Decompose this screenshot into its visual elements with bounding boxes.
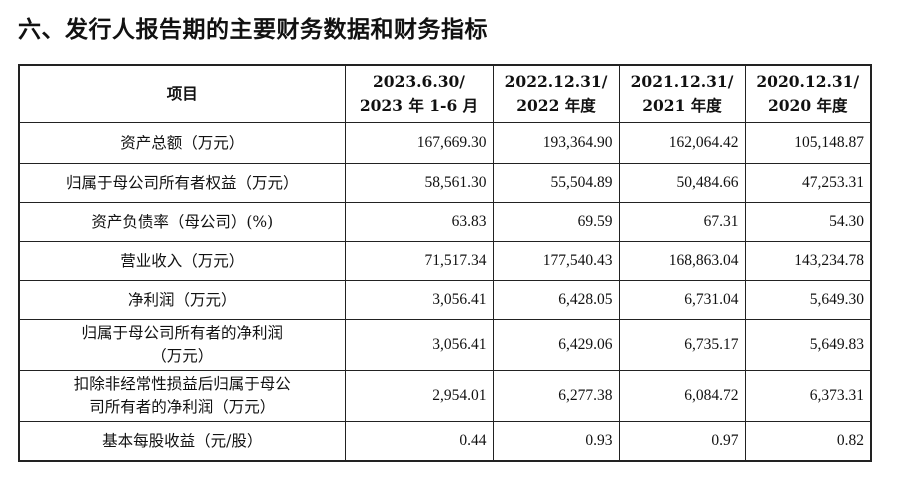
header-line: 2020 年度 xyxy=(767,96,848,115)
row-label-line: （万元） xyxy=(151,347,214,365)
header-period-2021: 2021.12.31/ 2021 年度 xyxy=(618,64,746,123)
table-cell: 67.31 xyxy=(618,202,746,242)
row-label: 归属于母公司所有者的净利润 （万元） xyxy=(18,319,346,371)
table-cell: 54.30 xyxy=(744,202,872,242)
table-cell: 58,561.30 xyxy=(344,163,494,203)
table-cell: 6,277.38 xyxy=(492,370,620,422)
table-cell: 168,863.04 xyxy=(618,241,746,281)
table-cell: 71,517.34 xyxy=(344,241,494,281)
header-line: 2020.12.31/ xyxy=(756,72,860,91)
table-cell: 6,373.31 xyxy=(744,370,872,422)
header-line: 2021 年度 xyxy=(642,96,722,115)
header-line: 项目 xyxy=(166,84,198,103)
header-period-2020: 2020.12.31/ 2020 年度 xyxy=(744,64,872,123)
table-cell: 162,064.42 xyxy=(618,122,746,164)
table-row: 资产总额（万元） 167,669.30 193,364.90 162,064.4… xyxy=(18,122,872,164)
header-line: 2023 年 1-6 月 xyxy=(359,96,479,115)
table-cell: 2,954.01 xyxy=(344,370,494,422)
table-cell: 69.59 xyxy=(492,202,620,242)
table-row: 扣除非经常性损益后归属于母公 司所有者的净利润（万元） 2,954.01 6,2… xyxy=(18,370,872,422)
header-item: 项目 xyxy=(18,64,346,123)
row-label-line: 资产总额（万元） xyxy=(120,133,245,152)
table-cell: 0.44 xyxy=(344,421,494,462)
financial-data-table: 项目 2023.6.30/ 2023 年 1-6 月 2022.12.31/ 2… xyxy=(18,64,872,462)
table-row: 营业收入（万元） 71,517.34 177,540.43 168,863.04… xyxy=(18,241,872,281)
table-row: 净利润（万元） 3,056.41 6,428.05 6,731.04 5,649… xyxy=(18,280,872,320)
row-label: 扣除非经常性损益后归属于母公 司所有者的净利润（万元） xyxy=(18,370,346,422)
header-period-2023h1: 2023.6.30/ 2023 年 1-6 月 xyxy=(344,64,494,123)
section-title: 六、发行人报告期的主要财务数据和财务指标 xyxy=(18,17,488,43)
row-label: 资产负债率（母公司）(%) xyxy=(18,202,346,242)
table-cell: 143,234.78 xyxy=(744,241,872,281)
table-cell: 105,148.87 xyxy=(744,122,872,164)
row-label: 资产总额（万元） xyxy=(18,122,346,164)
header-line: 2022.12.31/ xyxy=(504,72,608,91)
table-row: 归属于母公司所有者权益（万元） 58,561.30 55,504.89 50,4… xyxy=(18,163,872,203)
table-row: 归属于母公司所有者的净利润 （万元） 3,056.41 6,429.06 6,7… xyxy=(18,319,872,371)
table-cell: 50,484.66 xyxy=(618,163,746,203)
row-label: 基本每股收益（元/股） xyxy=(18,421,346,462)
table-row: 基本每股收益（元/股） 0.44 0.93 0.97 0.82 xyxy=(18,421,872,462)
row-label-line: 基本每股收益（元/股） xyxy=(102,431,263,450)
table-cell: 47,253.31 xyxy=(744,163,872,203)
row-label-line: 司所有者的净利润（万元） xyxy=(89,398,276,416)
row-label: 归属于母公司所有者权益（万元） xyxy=(18,163,346,203)
table-cell: 0.93 xyxy=(492,421,620,462)
table-cell: 177,540.43 xyxy=(492,241,620,281)
table-cell: 6,084.72 xyxy=(618,370,746,422)
table-cell: 55,504.89 xyxy=(492,163,620,203)
table-cell: 193,364.90 xyxy=(492,122,620,164)
header-line: 2023.6.30/ xyxy=(373,72,465,91)
header-line: 2021.12.31/ xyxy=(630,72,734,91)
table-cell: 6,731.04 xyxy=(618,280,746,320)
row-label-line: 扣除非经常性损益后归属于母公 xyxy=(73,375,291,393)
header-period-2022: 2022.12.31/ 2022 年度 xyxy=(492,64,620,123)
row-label-line: 归属于母公司所有者的净利润 xyxy=(81,324,283,342)
table-cell: 5,649.30 xyxy=(744,280,872,320)
row-label-line: 营业收入（万元） xyxy=(120,251,245,270)
row-label-line: 净利润（万元） xyxy=(127,290,237,309)
row-label: 净利润（万元） xyxy=(18,280,346,320)
table-cell: 5,649.83 xyxy=(744,319,872,371)
table-cell: 6,428.05 xyxy=(492,280,620,320)
table-cell: 3,056.41 xyxy=(344,280,494,320)
header-line: 2022 年度 xyxy=(516,96,596,115)
row-label-line: 归属于母公司所有者权益（万元） xyxy=(65,173,299,192)
table-header-row: 项目 2023.6.30/ 2023 年 1-6 月 2022.12.31/ 2… xyxy=(18,64,872,123)
table-cell: 0.82 xyxy=(744,421,872,462)
row-label: 营业收入（万元） xyxy=(18,241,346,281)
table-cell: 167,669.30 xyxy=(344,122,494,164)
table-row: 资产负债率（母公司）(%) 63.83 69.59 67.31 54.30 xyxy=(18,202,872,242)
table-cell: 6,735.17 xyxy=(618,319,746,371)
row-label-line: 资产负债率（母公司）(%) xyxy=(91,212,274,231)
table-cell: 0.97 xyxy=(618,421,746,462)
table-cell: 3,056.41 xyxy=(344,319,494,371)
table-cell: 6,429.06 xyxy=(492,319,620,371)
table-cell: 63.83 xyxy=(344,202,494,242)
